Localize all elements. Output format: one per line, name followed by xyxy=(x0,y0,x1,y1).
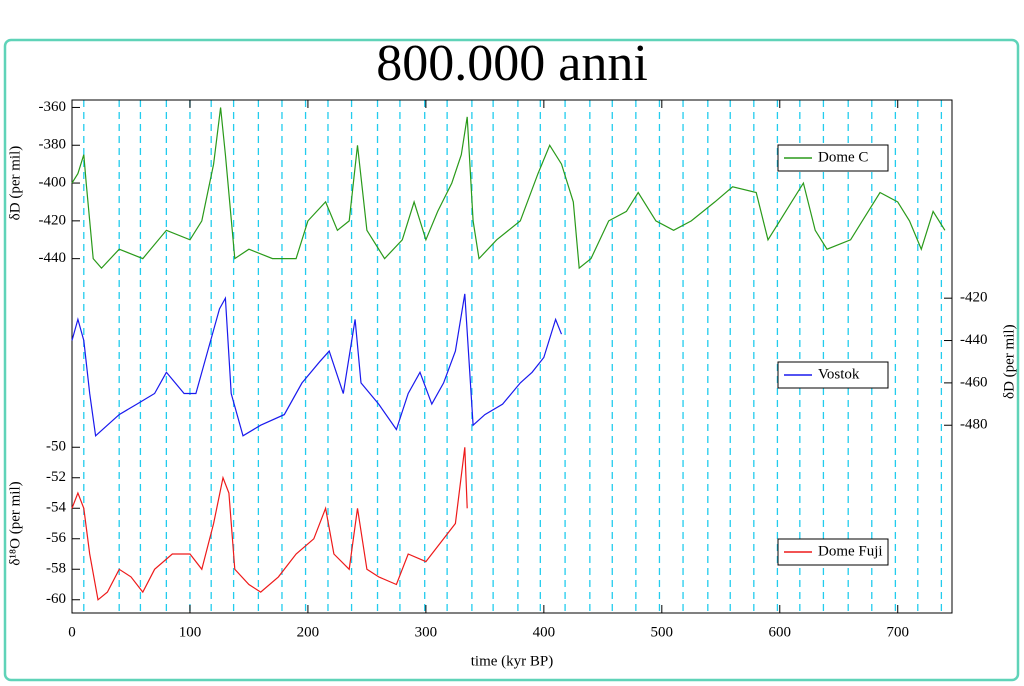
y-tick-label: -460 xyxy=(960,374,988,390)
y-tick-label: -480 xyxy=(960,417,988,433)
y-tick-label: -54 xyxy=(46,500,66,516)
x-axis-label: time (kyr BP) xyxy=(471,653,554,669)
chart-title: 800.000 anni xyxy=(376,35,648,92)
legend-label: Dome Fuji xyxy=(818,543,883,559)
x-tick-label: 100 xyxy=(179,624,202,640)
x-tick-label: 700 xyxy=(886,624,909,640)
x-tick-label: 300 xyxy=(415,624,438,640)
legend-label: Dome C xyxy=(818,149,868,165)
x-tick-label: 400 xyxy=(533,624,556,640)
y-tick-label: -440 xyxy=(960,332,988,348)
x-tick-label: 200 xyxy=(297,624,320,640)
y-tick-label: -440 xyxy=(39,250,67,266)
y-tick-label: -50 xyxy=(46,439,66,455)
y-tick-label: -60 xyxy=(46,591,66,607)
y-tick-label: -360 xyxy=(39,99,67,115)
data-line xyxy=(71,447,468,601)
data-line xyxy=(71,107,946,270)
legend-label: Vostok xyxy=(818,366,860,382)
plot-frame xyxy=(71,99,953,614)
y-tick-label: -400 xyxy=(39,174,67,190)
x-tick-label: 0 xyxy=(68,624,76,640)
y-tick-label: -420 xyxy=(960,290,988,306)
y-tick-label: -56 xyxy=(46,530,66,546)
y-axis-label: δD (per mil) xyxy=(7,146,23,221)
y-tick-label: -380 xyxy=(39,137,67,153)
data-line xyxy=(71,293,563,438)
y-tick-label: -420 xyxy=(39,212,67,228)
x-tick-label: 600 xyxy=(769,624,792,640)
y-axis-label: δ¹⁸O (per mil) xyxy=(7,481,23,565)
y-tick-label: -52 xyxy=(46,469,66,485)
frame xyxy=(3,38,1020,682)
y-tick-label: -58 xyxy=(46,561,66,577)
x-tick-label: 500 xyxy=(651,624,674,640)
y-axis-label: δD (per mil) xyxy=(1001,324,1017,399)
